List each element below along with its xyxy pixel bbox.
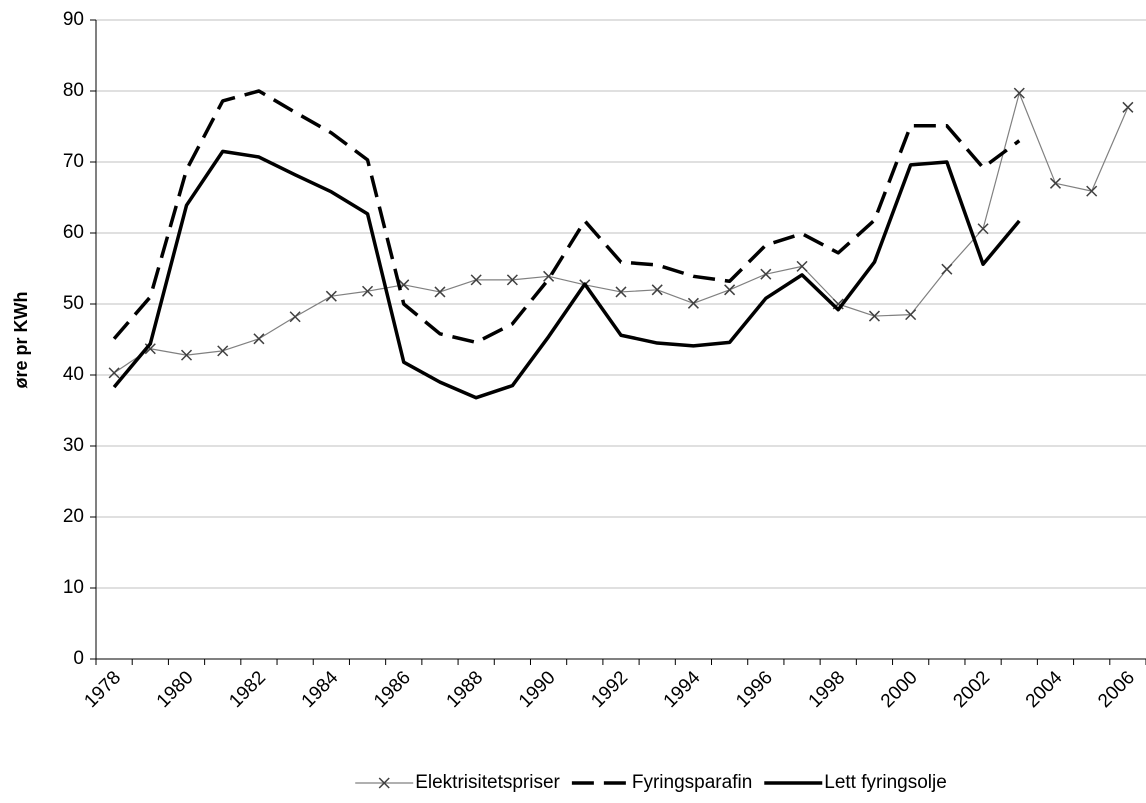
data-point <box>325 290 337 302</box>
x-tick-label: 1990 <box>515 667 560 712</box>
x-tick-label: 1986 <box>370 667 415 712</box>
data-point <box>651 284 663 296</box>
x-tick-label: 1978 <box>80 667 125 712</box>
y-tick-label: 10 <box>63 577 84 598</box>
data-point <box>253 333 265 345</box>
legend-label: Fyringsparafin <box>632 772 752 793</box>
data-point <box>977 223 989 235</box>
y-tick-label: 80 <box>63 80 84 101</box>
legend-label: Elektrisitetspriser <box>415 772 560 793</box>
data-point <box>289 311 301 323</box>
x-tick-label: 1992 <box>587 667 632 712</box>
x-tick-label: 1998 <box>805 667 850 712</box>
data-point <box>108 367 120 379</box>
data-point <box>615 286 627 298</box>
x-tick-label: 2006 <box>1094 667 1139 712</box>
y-tick-label: 40 <box>63 364 84 385</box>
y-tick-label: 60 <box>63 222 84 243</box>
data-point <box>724 284 736 296</box>
data-point <box>470 274 482 286</box>
legend-label: Lett fyringsolje <box>824 772 947 793</box>
y-tick-label: 0 <box>73 648 84 669</box>
y-axis-label: øre pr KWh <box>11 292 31 389</box>
y-tick-label: 90 <box>63 9 84 30</box>
data-point <box>1049 177 1062 189</box>
data-point <box>180 349 193 361</box>
data-point <box>941 263 953 275</box>
data-point <box>506 274 518 286</box>
series-line <box>112 89 1021 345</box>
data-point <box>1086 185 1098 197</box>
legend: Elektrisitetspriser Fyringsparafin Lett fy… <box>355 772 947 793</box>
x-tick-label: 1994 <box>660 667 705 712</box>
data-point <box>687 297 699 309</box>
data-point <box>1013 87 1025 99</box>
y-tick-label: 50 <box>63 293 84 314</box>
legend-marker <box>378 777 390 789</box>
data-point <box>1122 101 1134 113</box>
data-point <box>905 309 917 321</box>
data-point <box>362 285 374 297</box>
x-tick-label: 2002 <box>949 667 994 712</box>
x-tick-label: 1984 <box>298 667 343 712</box>
series-line <box>112 149 1021 400</box>
data-point <box>217 345 229 357</box>
x-tick-label: 1982 <box>225 667 270 712</box>
data-point <box>868 310 880 322</box>
y-tick-label: 20 <box>63 506 84 527</box>
x-tick-label: 1988 <box>443 667 488 712</box>
x-tick-label: 1996 <box>732 667 777 712</box>
y-tick-label: 30 <box>63 435 84 456</box>
x-tick-label: 1980 <box>153 667 198 712</box>
y-tick-label: 70 <box>63 151 84 172</box>
data-point <box>796 260 808 272</box>
x-tick-label: 2000 <box>877 667 922 712</box>
data-point <box>760 268 772 280</box>
data-point <box>434 286 446 298</box>
x-tick-label: 2004 <box>1022 667 1067 712</box>
